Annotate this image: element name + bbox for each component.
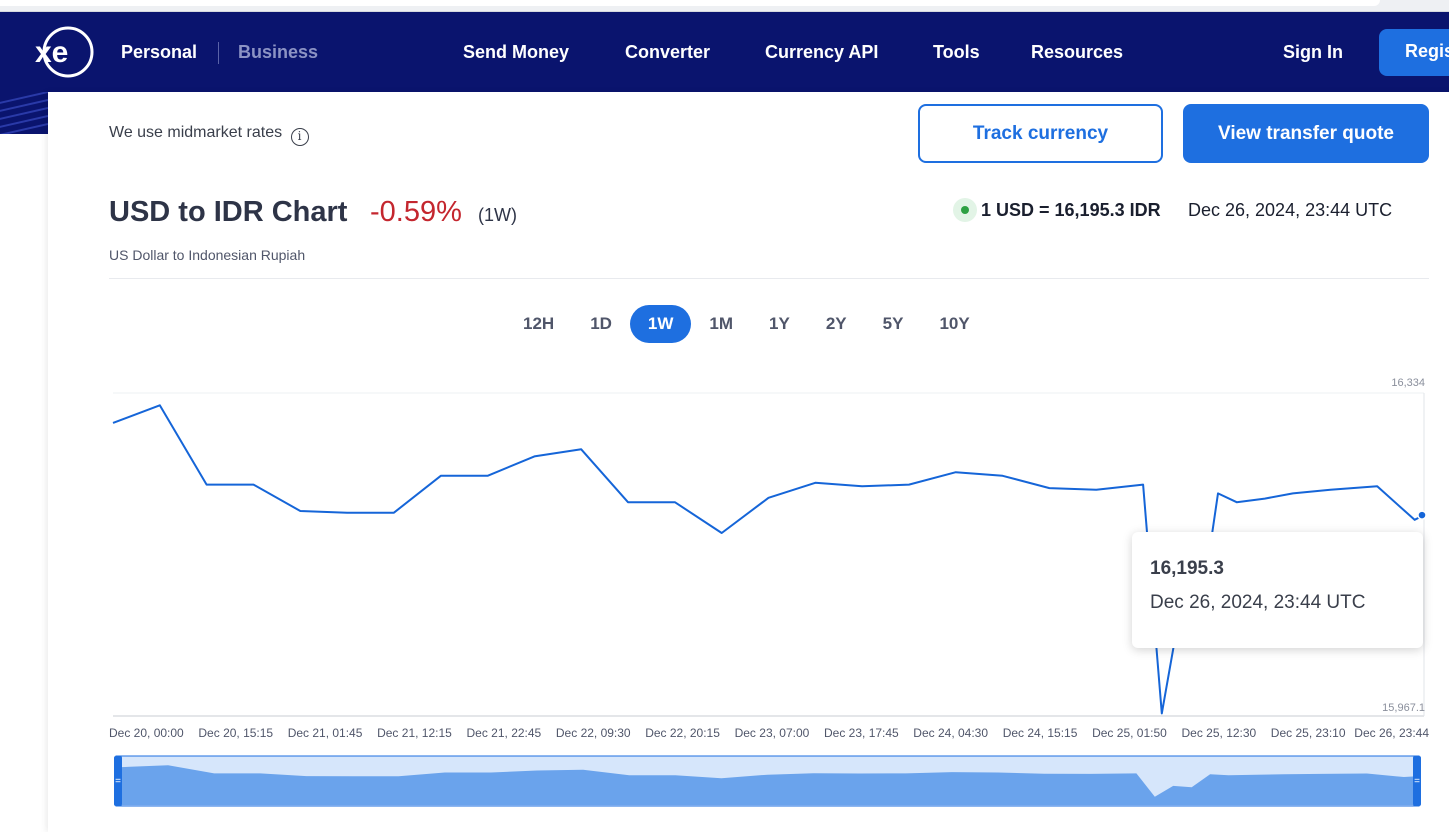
x-tick-label: Dec 23, 07:00 xyxy=(735,726,810,740)
nav-resources[interactable]: Resources xyxy=(1031,42,1124,62)
nav-business[interactable]: Business xyxy=(238,42,319,62)
navigator-left-handle[interactable] xyxy=(114,756,122,806)
navigator-area xyxy=(122,765,1413,805)
range-1y[interactable]: 1Y xyxy=(769,314,790,333)
navigator-right-handle[interactable] xyxy=(1413,756,1421,806)
svg-text:=: = xyxy=(1414,776,1420,787)
x-tick-label: Dec 21, 22:45 xyxy=(467,726,542,740)
chart-tooltip: 16,195.3 Dec 26, 2024, 23:44 UTC xyxy=(1132,532,1423,648)
series-line xyxy=(112,404,1425,715)
page-title: USD to IDR Chart xyxy=(109,196,348,228)
tooltip-time: Dec 26, 2024, 23:44 UTC xyxy=(1150,592,1366,613)
x-tick-labels: Dec 20, 00:00 Dec 20, 15:15 Dec 21, 01:45 D… xyxy=(109,726,1429,740)
nav-tools[interactable]: Tools xyxy=(933,42,980,62)
tooltip-value: 16,195.3 xyxy=(1150,558,1224,579)
y-tick-max: 16,334 xyxy=(1391,377,1425,389)
nav-personal[interactable]: Personal xyxy=(121,42,198,62)
x-tick-label: Dec 21, 01:45 xyxy=(288,726,363,740)
y-tick-min: 15,967.1 xyxy=(1382,702,1425,714)
percent-change: -0.59% xyxy=(370,196,462,228)
rate-chart[interactable]: 16,334 15,967.1 Dec 20, 00:00 Dec 20, 15:… xyxy=(0,0,1449,815)
x-tick-label: Dec 21, 12:15 xyxy=(377,726,452,740)
chart-card xyxy=(48,92,1449,832)
x-tick-label: Dec 25, 01:50 xyxy=(1092,726,1167,740)
decorative-stripes xyxy=(0,92,48,134)
current-rate: 1 USD = 16,195.3 IDR xyxy=(981,200,1161,220)
range-selector: 12H 1D 1W 1M 1Y 2Y 5Y 10Y xyxy=(505,305,988,343)
x-tick-label: Dec 23, 17:45 xyxy=(824,726,899,740)
range-1w[interactable]: 1W xyxy=(629,305,692,343)
nav-send-money[interactable]: Send Money xyxy=(463,42,570,62)
change-period: (1W) xyxy=(478,205,517,225)
range-1m[interactable]: 1M xyxy=(709,314,734,333)
nav-currency-api[interactable]: Currency API xyxy=(765,42,879,62)
x-tick-label: Dec 25, 12:30 xyxy=(1182,726,1257,740)
top-navbar: xe Personal Business Send Money Converte… xyxy=(0,12,1449,92)
xe-logo[interactable]: xe xyxy=(32,26,98,78)
live-status-icon xyxy=(953,198,977,222)
midmarket-text: We use midmarket rates xyxy=(109,124,283,141)
range-12h[interactable]: 12H xyxy=(523,314,555,333)
nav-divider xyxy=(218,42,219,64)
pair-subtitle: US Dollar to Indonesian Rupiah xyxy=(109,247,306,263)
x-tick-label: Dec 22, 20:15 xyxy=(645,726,720,740)
x-tick-label: Dec 24, 15:15 xyxy=(1003,726,1078,740)
navigator[interactable]: = = xyxy=(114,755,1421,807)
svg-text:=: = xyxy=(115,776,121,787)
view-transfer-quote-button[interactable]: View transfer quote xyxy=(1183,104,1429,163)
track-currency-button[interactable]: Track currency xyxy=(918,104,1163,163)
range-10y[interactable]: 10Y xyxy=(939,314,970,333)
info-icon[interactable]: i xyxy=(290,128,309,146)
browser-top-strip xyxy=(0,0,1449,12)
x-tick-label: Dec 20, 00:00 xyxy=(109,726,184,740)
x-tick-label: Dec 20, 15:15 xyxy=(198,726,273,740)
nav-converter[interactable]: Converter xyxy=(625,42,711,62)
rate-timestamp: Dec 26, 2024, 23:44 UTC xyxy=(1188,200,1393,220)
range-1d[interactable]: 1D xyxy=(590,314,612,333)
range-5y[interactable]: 5Y xyxy=(882,314,904,333)
register-button[interactable]: Regis xyxy=(1379,29,1449,76)
x-tick-label: Dec 24, 04:30 xyxy=(913,726,988,740)
x-tick-label: Dec 26, 23:44 xyxy=(1354,726,1429,740)
svg-text:xe: xe xyxy=(35,36,68,69)
x-tick-label: Dec 22, 09:30 xyxy=(556,726,631,740)
section-divider xyxy=(109,278,1429,279)
sign-in-link[interactable]: Sign In xyxy=(1283,42,1343,62)
midmarket-note: We use midmarket rates i xyxy=(109,124,309,146)
x-tick-label: Dec 25, 23:10 xyxy=(1271,726,1346,740)
current-point-marker xyxy=(1417,510,1427,520)
range-2y[interactable]: 2Y xyxy=(825,314,847,333)
